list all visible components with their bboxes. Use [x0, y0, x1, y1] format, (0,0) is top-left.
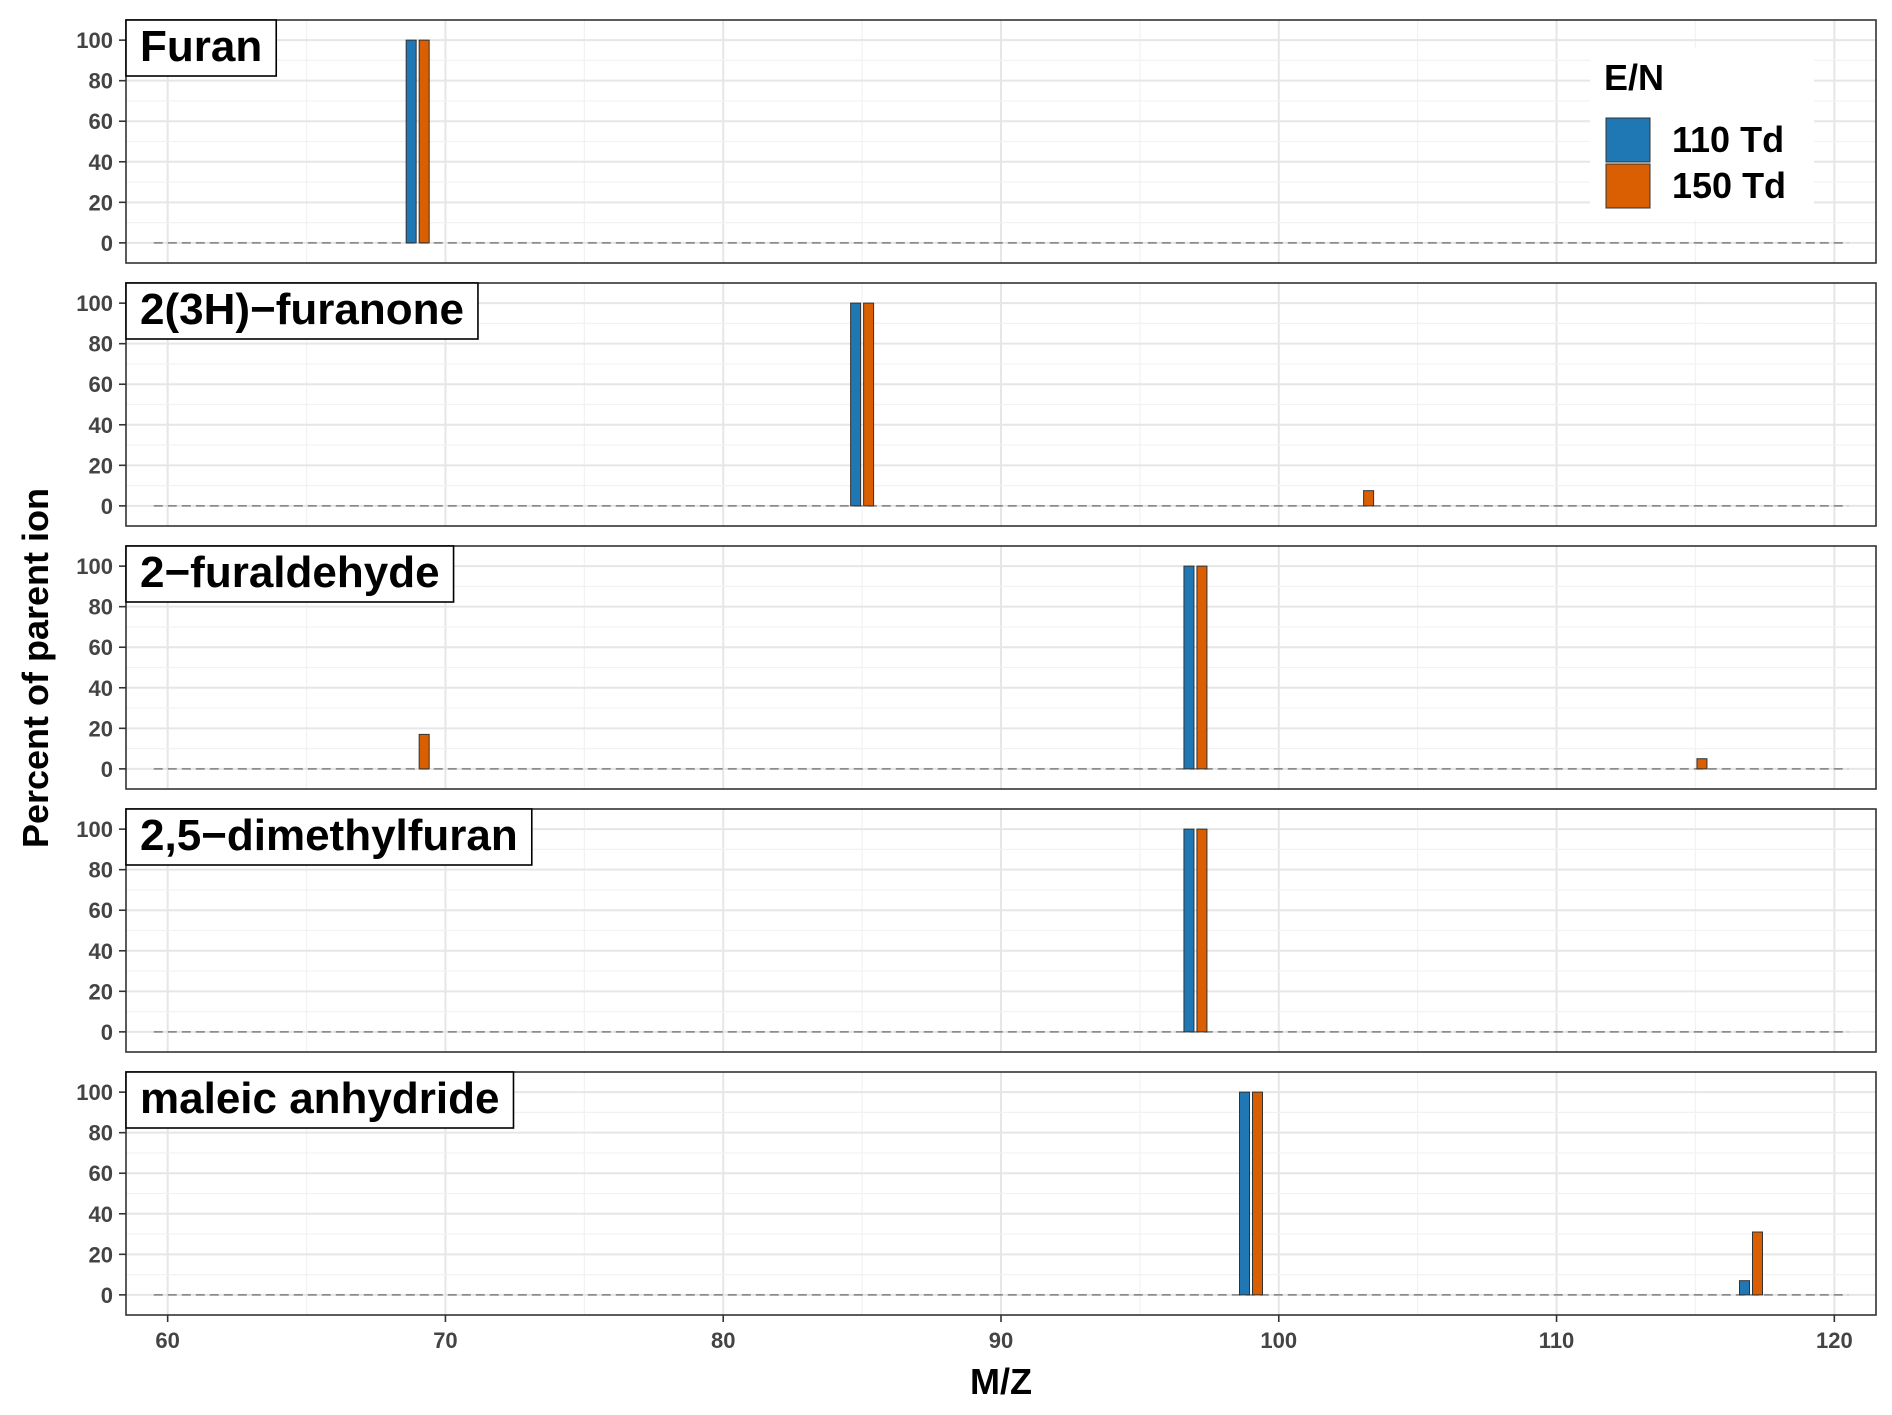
bar-150-td-mz69	[418, 733, 430, 770]
y-tick-label: 0	[101, 494, 113, 519]
x-tick-label: 60	[155, 1328, 179, 1353]
y-tick-label: 40	[89, 676, 113, 701]
bar-110-td-mz85	[850, 302, 862, 507]
y-tick-label: 80	[89, 69, 113, 94]
bar-110-td-mz69	[405, 39, 417, 244]
panel-4: 0 20 40 60 80 100 maleic anhydride	[76, 1071, 1877, 1316]
panel-1: 0 20 40 60 80 100 2(3H)−furanone	[76, 282, 1877, 527]
bar-150-td-mz117	[1752, 1231, 1763, 1296]
y-tick-label: 60	[89, 109, 113, 134]
panel-border	[125, 282, 1877, 527]
panel-label-box: maleic anhydride	[125, 1071, 515, 1129]
panel-3: 0 20 40 60 80 100 2,5−dimethylfuran	[76, 808, 1877, 1053]
panel-label: Furan	[140, 22, 262, 71]
x-tick-label: 100	[1260, 1328, 1297, 1353]
bar-110-td-mz117	[1739, 1280, 1750, 1296]
x-tick-label: 90	[989, 1328, 1013, 1353]
panels-layer: 0 20 40 60 80 100 Furan 0 20 40 60 80 100 2(3H)−furan…	[76, 19, 1877, 1316]
panel-label-box: 2,5−dimethylfuran	[125, 808, 533, 866]
bar-150-td-mz115	[1696, 758, 1708, 770]
bar-110-td-mz97	[1183, 828, 1195, 1033]
panel-border	[125, 19, 1877, 264]
y-tick-label: 0	[101, 1283, 113, 1308]
x-axis: 60 70 80 90 100 110 120	[155, 1315, 1853, 1353]
panel-label: 2,5−dimethylfuran	[140, 811, 518, 860]
panel-label-frame	[125, 545, 455, 603]
bar-150-td-mz97	[1196, 565, 1208, 770]
panel-border	[125, 808, 1877, 1053]
panel-label-box: 2−furaldehyde	[125, 545, 455, 603]
y-tick-label: 20	[89, 453, 113, 478]
bar-150-td-mz97	[1196, 828, 1208, 1033]
y-tick-label: 60	[89, 1161, 113, 1186]
y-tick-label: 80	[89, 332, 113, 357]
y-tick-label: 100	[76, 291, 113, 316]
bar-110-td-mz97	[1183, 565, 1195, 770]
y-tick-label: 40	[89, 939, 113, 964]
y-tick-label: 100	[76, 1080, 113, 1105]
panel-label: 2(3H)−furanone	[140, 285, 464, 334]
legend-label-0: 110 Td	[1672, 119, 1784, 160]
panel-label-frame	[125, 282, 479, 340]
y-tick-label: 100	[76, 28, 113, 53]
x-tick-label: 120	[1816, 1328, 1853, 1353]
panel-border	[125, 545, 1877, 790]
x-tick-label: 80	[711, 1328, 735, 1353]
panel-label: 2−furaldehyde	[140, 548, 440, 597]
x-tick-label: 70	[433, 1328, 457, 1353]
y-tick-label: 40	[89, 413, 113, 438]
legend-label-1: 150 Td	[1672, 165, 1786, 206]
panel-label-frame	[125, 808, 533, 866]
y-tick-label: 40	[89, 150, 113, 175]
y-tick-label: 0	[101, 1020, 113, 1045]
y-tick-label: 40	[89, 1202, 113, 1227]
x-tick-label: 110	[1539, 1328, 1575, 1353]
y-tick-label: 20	[89, 190, 113, 215]
y-tick-label: 60	[89, 898, 113, 923]
bar-110-td-mz99	[1239, 1091, 1250, 1296]
legend-key-0	[1605, 117, 1651, 163]
y-axis-title: Percent of parent ion	[15, 488, 56, 848]
panel-2: 0 20 40 60 80 100 2−furaldehyde	[76, 545, 1877, 790]
y-tick-label: 60	[89, 372, 113, 397]
panel-label-box: Furan	[125, 19, 278, 77]
x-axis-title: M/Z	[970, 1361, 1032, 1402]
legend-title: E/N	[1604, 57, 1664, 98]
y-tick-label: 100	[76, 554, 113, 579]
bar-150-td-mz69	[418, 39, 430, 244]
panel-0: 0 20 40 60 80 100 Furan	[76, 19, 1877, 264]
panel-label: maleic anhydride	[140, 1074, 499, 1123]
bar-150-td-mz103	[1363, 490, 1375, 507]
y-tick-label: 20	[89, 979, 113, 1004]
y-tick-label: 60	[89, 635, 113, 660]
panel-label-frame	[125, 1071, 515, 1129]
legend-key-1	[1605, 163, 1651, 209]
y-tick-label: 20	[89, 716, 113, 741]
y-tick-label: 80	[89, 595, 113, 620]
y-tick-label: 80	[89, 1121, 113, 1146]
y-tick-label: 0	[101, 757, 113, 782]
y-tick-label: 0	[101, 231, 113, 256]
bar-150-td-mz99	[1252, 1091, 1263, 1296]
bar-150-td-mz85	[863, 302, 875, 507]
y-tick-label: 100	[76, 817, 113, 842]
y-tick-label: 20	[89, 1242, 113, 1267]
panel-label-box: 2(3H)−furanone	[125, 282, 479, 340]
y-tick-label: 80	[89, 858, 113, 883]
panel-label-frame	[125, 19, 278, 77]
